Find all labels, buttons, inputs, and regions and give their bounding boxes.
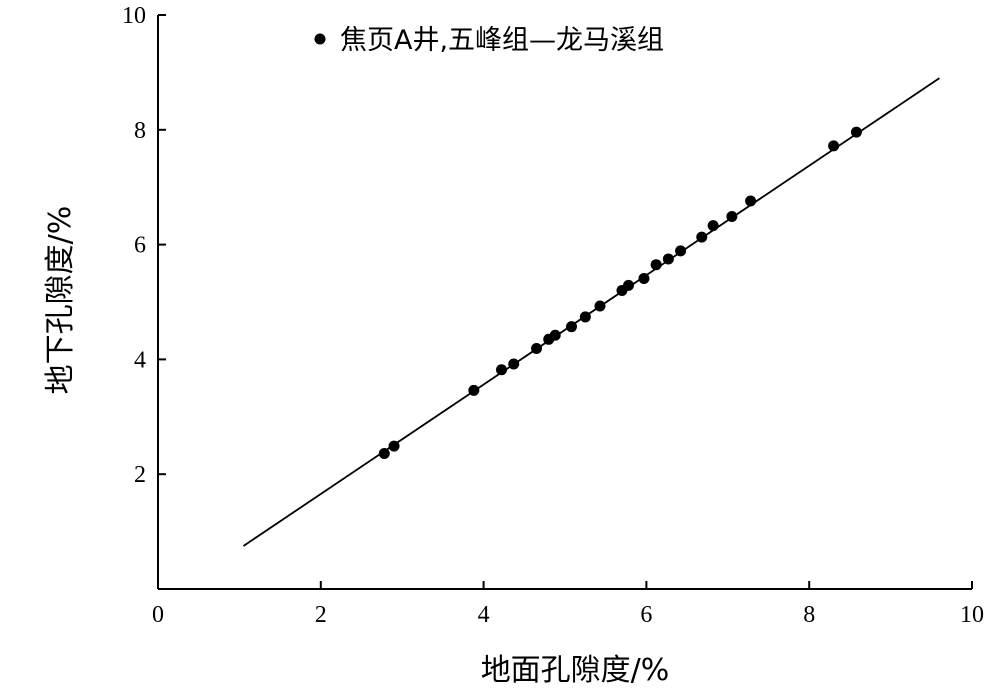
data-point <box>850 126 862 138</box>
data-point <box>468 384 480 396</box>
data-point <box>696 231 708 243</box>
y-axis-title: 地下孔隙度/% <box>43 206 78 395</box>
data-point <box>508 358 520 370</box>
legend: 焦页A井,五峰组—龙马溪组 <box>314 25 664 56</box>
data-point <box>496 364 508 376</box>
fit-line <box>242 77 940 547</box>
data-point <box>828 140 840 152</box>
data-point <box>531 342 543 354</box>
y-tick-label: 4 <box>134 347 146 373</box>
x-tick-label: 0 <box>152 602 164 628</box>
data-point <box>662 253 674 265</box>
y-tick-label: 8 <box>134 118 146 144</box>
legend-marker <box>314 33 326 45</box>
data-point <box>650 259 662 271</box>
data-point <box>378 448 390 460</box>
y-tick-label: 10 <box>122 3 146 29</box>
x-tick-label: 8 <box>803 602 815 628</box>
y-tick-label: 6 <box>134 233 146 259</box>
data-point <box>388 440 400 452</box>
x-tick-label: 6 <box>640 602 652 628</box>
data-point <box>594 300 606 312</box>
data-point <box>745 195 757 207</box>
x-tick-label: 4 <box>478 602 490 628</box>
data-point <box>726 210 738 222</box>
x-tick-label: 10 <box>960 602 984 628</box>
x-tick-label: 2 <box>315 602 327 628</box>
data-point <box>675 245 687 257</box>
legend-label: 焦页A井,五峰组—龙马溪组 <box>340 25 664 56</box>
data-points <box>378 126 862 460</box>
data-point <box>566 321 578 333</box>
ticks <box>158 14 973 589</box>
y-tick-label: 2 <box>134 462 146 488</box>
data-point <box>707 220 719 232</box>
data-point <box>549 329 561 341</box>
data-point <box>622 279 634 291</box>
axes <box>157 15 972 590</box>
data-point <box>638 272 650 284</box>
x-axis-title: 地面孔隙度/% <box>481 653 670 688</box>
data-point <box>579 311 591 323</box>
tick-labels: 0 2 4 6 8 10 2 4 6 8 10 <box>122 3 984 628</box>
